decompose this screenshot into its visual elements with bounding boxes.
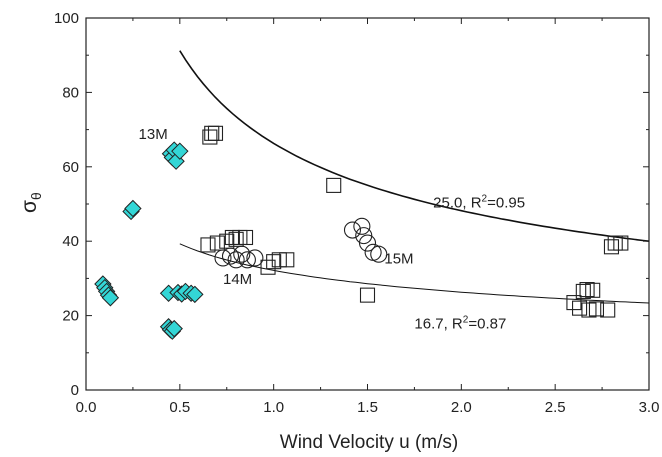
circle-marker bbox=[221, 247, 240, 265]
square-marker bbox=[600, 302, 616, 318]
circle-marker bbox=[353, 217, 371, 235]
fit-curves bbox=[179, 50, 650, 304]
circle-marker bbox=[246, 249, 264, 267]
square-marker bbox=[603, 239, 620, 255]
annotations: 13M 14M 15M 25.0, R2=0.95 16.7, R2=0.87 bbox=[139, 126, 526, 333]
y-tick-label: 60 bbox=[62, 159, 79, 176]
y-axis-label-sub: θ bbox=[28, 192, 44, 200]
annotation-label: 14M bbox=[223, 271, 252, 288]
circle-marker bbox=[370, 245, 388, 263]
data-markers bbox=[94, 125, 629, 340]
x-tick-label: 0.5 bbox=[169, 399, 190, 416]
annotation-label: 15M bbox=[384, 251, 413, 268]
y-axis-label-main: σ bbox=[18, 200, 41, 213]
circle-marker bbox=[358, 234, 377, 252]
square-marker bbox=[359, 287, 376, 303]
circle-marker bbox=[233, 245, 251, 263]
square-marker bbox=[237, 229, 254, 246]
square-marker bbox=[572, 300, 588, 316]
x-tick-label: 2.5 bbox=[545, 399, 566, 416]
axis-ticks: 0.0 0.5 1.0 1.5 2.0 2.5 3.0 0 20 40 60 80 100 bbox=[54, 10, 659, 416]
circle-marker bbox=[214, 249, 232, 267]
square-marker bbox=[579, 282, 595, 298]
diamond-marker bbox=[124, 199, 142, 218]
annotation-label: 13M bbox=[139, 126, 168, 143]
diamond-marker bbox=[171, 142, 189, 160]
x-tick-label: 0.0 bbox=[76, 399, 97, 416]
square-marker bbox=[326, 177, 342, 193]
square-marker bbox=[202, 129, 218, 145]
circle-marker bbox=[238, 251, 256, 269]
square-marker bbox=[566, 295, 582, 311]
circle-marker bbox=[355, 227, 373, 245]
square-marker bbox=[279, 252, 295, 268]
y-tick-label: 40 bbox=[62, 233, 79, 250]
circle-marker bbox=[343, 221, 362, 239]
diamond-marker bbox=[165, 319, 183, 338]
square-marker bbox=[228, 231, 244, 247]
circle-marker bbox=[227, 251, 245, 269]
square-marker bbox=[207, 125, 224, 141]
diamond-marker bbox=[101, 289, 120, 307]
y-tick-label: 0 bbox=[71, 382, 79, 399]
square-marker bbox=[266, 254, 282, 270]
y-tick-label: 100 bbox=[54, 10, 79, 27]
x-tick-label: 3.0 bbox=[639, 399, 660, 416]
x-axis-label: Wind Velocity u (m/s) bbox=[280, 432, 458, 453]
diamond-marker bbox=[186, 285, 204, 304]
square-marker bbox=[200, 237, 216, 253]
x-tick-label: 1.0 bbox=[263, 399, 284, 416]
square-marker bbox=[588, 301, 605, 317]
square-marker bbox=[209, 235, 225, 251]
x-tick-label: 1.5 bbox=[357, 399, 378, 416]
square-marker bbox=[219, 233, 235, 249]
annotation-label: 16.7, R2=0.87 bbox=[414, 315, 506, 333]
square-marker bbox=[613, 235, 629, 251]
x-tick-label: 2.0 bbox=[451, 399, 472, 416]
y-tick-label: 20 bbox=[62, 308, 79, 325]
square-marker bbox=[585, 282, 601, 298]
y-axis-label: σθ bbox=[18, 192, 44, 213]
annotation-label: 25.0, R2=0.95 bbox=[433, 194, 525, 212]
fit-curve bbox=[179, 50, 650, 242]
square-marker bbox=[575, 283, 591, 299]
y-tick-label: 80 bbox=[62, 84, 79, 101]
fit-curve bbox=[179, 243, 650, 304]
